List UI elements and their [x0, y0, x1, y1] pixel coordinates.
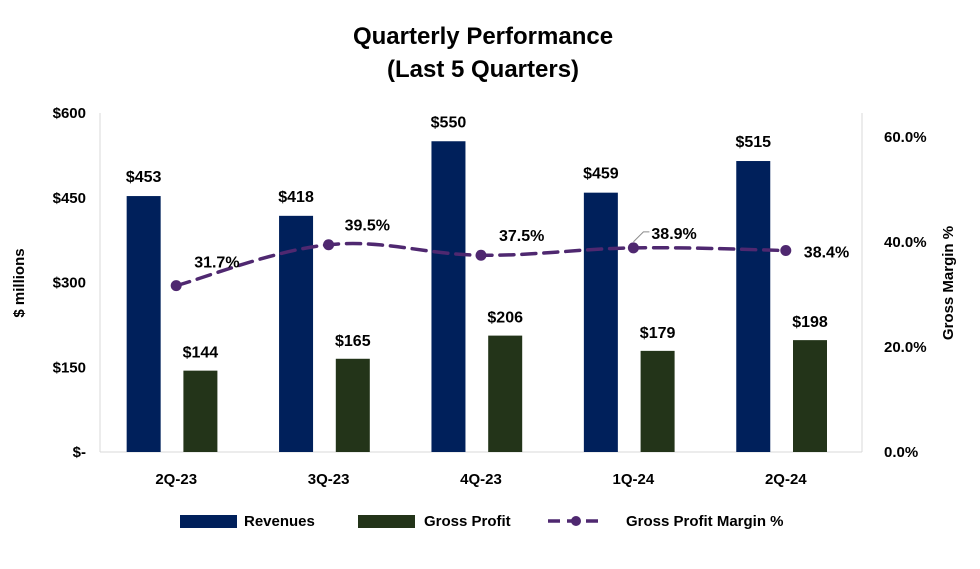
margin-point	[323, 239, 335, 251]
chart-title: Quarterly Performance	[353, 23, 613, 50]
y2-tick-label: 20.0%	[884, 339, 927, 356]
data-label-revenues: $453	[126, 169, 162, 186]
data-label-revenues: $515	[735, 134, 771, 151]
legend-swatch-revenues	[180, 515, 237, 528]
data-label-revenues: $459	[583, 166, 619, 183]
data-label-gross-profit: $206	[487, 310, 523, 327]
x-tick-label: 4Q-23	[460, 471, 502, 488]
data-label-gross-profit: $198	[792, 314, 828, 331]
y2-axis-title: Gross Margin %	[940, 226, 957, 340]
bar-revenues	[431, 141, 466, 452]
data-label-margin: 38.4%	[804, 244, 849, 261]
margin-point	[627, 242, 639, 254]
bar-revenues	[736, 161, 771, 452]
legend-swatch-margin-marker	[571, 516, 581, 526]
bar-revenues	[583, 192, 618, 453]
x-tick-label: 1Q-24	[613, 471, 655, 488]
legend-label-margin: Gross Profit Margin %	[626, 513, 784, 530]
bar-gross-profit	[335, 358, 370, 452]
y-tick-label: $300	[53, 275, 86, 292]
x-tick-label: 2Q-23	[155, 471, 197, 488]
bar-gross-profit	[640, 350, 675, 452]
y-tick-label: $-	[73, 444, 86, 461]
data-label-gross-profit: $179	[640, 325, 676, 342]
data-label-gross-profit: $165	[335, 333, 371, 350]
y-tick-label: $150	[53, 359, 86, 376]
y-tick-label: $450	[53, 190, 86, 207]
bar-gross-profit	[488, 335, 523, 452]
data-label-margin: 37.5%	[499, 228, 544, 245]
legend-label-revenues: Revenues	[244, 513, 315, 530]
y-tick-label: $600	[53, 105, 86, 122]
margin-label-leader	[633, 231, 650, 243]
bar-revenues	[279, 215, 314, 452]
chart-subtitle: (Last 5 Quarters)	[387, 56, 579, 83]
data-label-revenues: $418	[278, 189, 314, 206]
margin-point	[170, 280, 182, 292]
y-axis-title: $ millions	[11, 248, 28, 317]
data-label-margin: 31.7%	[194, 255, 239, 272]
x-tick-label: 3Q-23	[308, 471, 350, 488]
margin-point	[780, 244, 792, 256]
margin-point	[475, 249, 487, 261]
bar-gross-profit	[793, 340, 827, 452]
y2-tick-label: 0.0%	[884, 444, 918, 461]
data-label-revenues: $550	[431, 114, 467, 131]
y2-tick-label: 40.0%	[884, 234, 927, 251]
data-label-margin: 39.5%	[345, 218, 390, 235]
bar-gross-profit	[183, 370, 218, 452]
legend-label-gross-profit: Gross Profit	[424, 513, 511, 530]
bar-revenues	[126, 196, 161, 452]
x-tick-label: 2Q-24	[765, 471, 807, 488]
legend: Revenues Gross Profit Gross Profit Margin …	[180, 513, 784, 530]
legend-swatch-gross-profit	[358, 515, 415, 528]
data-label-gross-profit: $144	[183, 345, 219, 362]
data-label-margin: 38.9%	[651, 226, 696, 243]
y2-tick-label: 60.0%	[884, 129, 927, 146]
